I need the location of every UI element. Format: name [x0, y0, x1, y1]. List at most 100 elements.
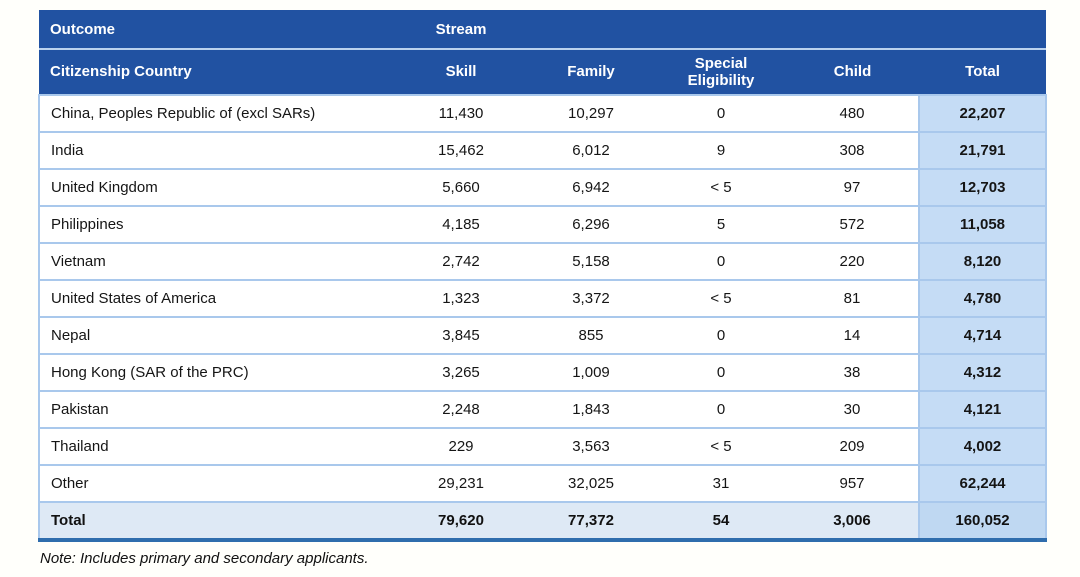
skill-cell: 15,462 — [396, 131, 526, 169]
skill-cell: 11,430 — [396, 94, 526, 132]
special-eligibility-cell: 9 — [656, 131, 786, 169]
family-cell: 3,372 — [526, 279, 656, 317]
row-total-cell: 11,058 — [918, 205, 1047, 243]
country-cell: United States of America — [38, 279, 396, 317]
table-row: Philippines 4,185 6,296 5 572 11,058 — [38, 205, 1047, 243]
table-row: Thailand 229 3,563 < 5 209 4,002 — [38, 427, 1047, 465]
family-cell: 6,296 — [526, 205, 656, 243]
table-row: Hong Kong (SAR of the PRC) 3,265 1,009 0… — [38, 353, 1047, 391]
special-eligibility-cell: 0 — [656, 316, 786, 354]
country-cell: India — [38, 131, 396, 169]
skill-cell: 29,231 — [396, 464, 526, 502]
stream-group-header: Stream — [396, 10, 526, 50]
special-eligibility-cell: 0 — [656, 353, 786, 391]
total-child-cell: 3,006 — [786, 501, 919, 542]
row-total-cell: 4,714 — [918, 316, 1047, 354]
country-cell: United Kingdom — [38, 168, 396, 206]
skill-cell: 5,660 — [396, 168, 526, 206]
skill-cell: 2,248 — [396, 390, 526, 428]
column-header-total: Total — [919, 49, 1046, 95]
row-total-cell: 21,791 — [918, 131, 1047, 169]
country-cell: Other — [38, 464, 396, 502]
skill-cell: 229 — [396, 427, 526, 465]
special-eligibility-cell: < 5 — [656, 427, 786, 465]
table-row: United States of America 1,323 3,372 < 5… — [38, 279, 1047, 317]
child-cell: 81 — [786, 279, 919, 317]
country-cell: Pakistan — [38, 390, 396, 428]
row-total-cell: 8,120 — [918, 242, 1047, 280]
total-family-cell: 77,372 — [526, 501, 656, 542]
family-cell: 6,942 — [526, 168, 656, 206]
child-cell: 957 — [786, 464, 919, 502]
special-eligibility-cell: 31 — [656, 464, 786, 502]
row-total-cell: 62,244 — [918, 464, 1047, 502]
special-eligibility-cell: < 5 — [656, 168, 786, 206]
table-row: China, Peoples Republic of (excl SARs) 1… — [38, 94, 1047, 132]
column-header-row: Citizenship Country Skill Family Special… — [39, 49, 1046, 95]
child-cell: 308 — [786, 131, 919, 169]
table-row: Vietnam 2,742 5,158 0 220 8,120 — [38, 242, 1047, 280]
child-cell: 572 — [786, 205, 919, 243]
country-cell: Nepal — [38, 316, 396, 354]
column-header-child: Child — [786, 49, 919, 95]
column-header-special-eligibility: Special Eligibility — [656, 49, 786, 95]
child-cell: 30 — [786, 390, 919, 428]
country-cell: Philippines — [38, 205, 396, 243]
group-header-row: Outcome Stream — [39, 10, 1046, 50]
child-cell: 97 — [786, 168, 919, 206]
grand-total-cell: 160,052 — [918, 501, 1047, 542]
row-total-cell: 4,780 — [918, 279, 1047, 317]
country-cell: Thailand — [38, 427, 396, 465]
citizenship-stream-table: Outcome Stream Citizenship Country Skill… — [38, 10, 1047, 542]
table-footer: Total 79,620 77,372 54 3,006 160,052 — [38, 501, 1047, 542]
country-cell: Vietnam — [38, 242, 396, 280]
family-cell: 6,012 — [526, 131, 656, 169]
special-eligibility-cell: 5 — [656, 205, 786, 243]
outcome-group-header: Outcome — [39, 10, 396, 50]
family-cell: 855 — [526, 316, 656, 354]
table-row: Nepal 3,845 855 0 14 4,714 — [38, 316, 1047, 354]
child-cell: 14 — [786, 316, 919, 354]
table-row: Other 29,231 32,025 31 957 62,244 — [38, 464, 1047, 502]
family-cell: 32,025 — [526, 464, 656, 502]
special-eligibility-cell: < 5 — [656, 279, 786, 317]
table-note: Note: Includes primary and secondary app… — [40, 550, 369, 567]
table-body: China, Peoples Republic of (excl SARs) 1… — [38, 94, 1047, 502]
total-row-label: Total — [38, 501, 396, 542]
table-row: India 15,462 6,012 9 308 21,791 — [38, 131, 1047, 169]
total-skill-cell: 79,620 — [396, 501, 526, 542]
family-cell: 5,158 — [526, 242, 656, 280]
table-header: Outcome Stream Citizenship Country Skill… — [39, 10, 1046, 95]
table-row: Pakistan 2,248 1,843 0 30 4,121 — [38, 390, 1047, 428]
country-cell: Hong Kong (SAR of the PRC) — [38, 353, 396, 391]
child-cell: 480 — [786, 94, 919, 132]
row-total-cell: 4,121 — [918, 390, 1047, 428]
child-cell: 209 — [786, 427, 919, 465]
skill-cell: 3,845 — [396, 316, 526, 354]
column-header-citizenship-country: Citizenship Country — [39, 49, 396, 95]
child-cell: 38 — [786, 353, 919, 391]
table-row: United Kingdom 5,660 6,942 < 5 97 12,703 — [38, 168, 1047, 206]
column-header-skill: Skill — [396, 49, 526, 95]
total-special-eligibility-cell: 54 — [656, 501, 786, 542]
skill-cell: 4,185 — [396, 205, 526, 243]
row-total-cell: 4,312 — [918, 353, 1047, 391]
family-cell: 1,009 — [526, 353, 656, 391]
special-eligibility-cell: 0 — [656, 94, 786, 132]
special-eligibility-cell: 0 — [656, 242, 786, 280]
family-cell: 10,297 — [526, 94, 656, 132]
group-header-spacer — [526, 10, 1046, 50]
special-eligibility-cell: 0 — [656, 390, 786, 428]
total-row: Total 79,620 77,372 54 3,006 160,052 — [38, 501, 1047, 542]
skill-cell: 1,323 — [396, 279, 526, 317]
row-total-cell: 4,002 — [918, 427, 1047, 465]
skill-cell: 3,265 — [396, 353, 526, 391]
country-cell: China, Peoples Republic of (excl SARs) — [38, 94, 396, 132]
row-total-cell: 12,703 — [918, 168, 1047, 206]
child-cell: 220 — [786, 242, 919, 280]
family-cell: 3,563 — [526, 427, 656, 465]
row-total-cell: 22,207 — [918, 94, 1047, 132]
column-header-family: Family — [526, 49, 656, 95]
skill-cell: 2,742 — [396, 242, 526, 280]
